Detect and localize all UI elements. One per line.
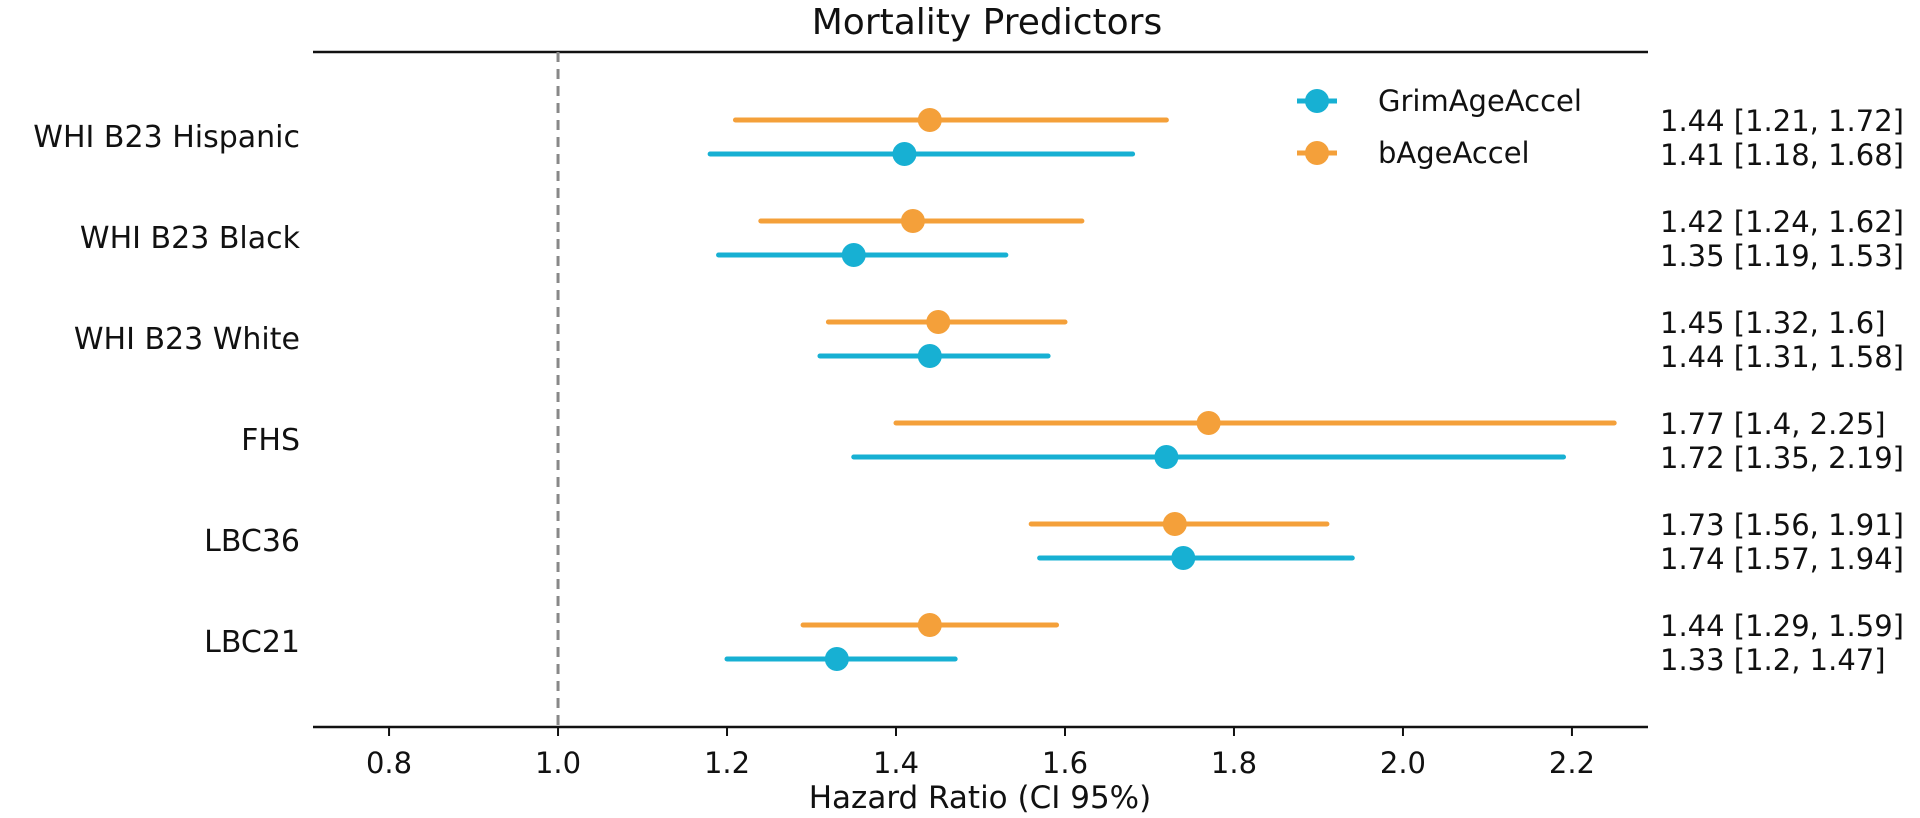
hr-point (892, 142, 917, 166)
hr-annotation: 1.45 [1.32, 1.6] (1660, 306, 1886, 340)
legend-marker (1305, 89, 1329, 113)
hr-annotation: 1.74 [1.57, 1.94] (1660, 542, 1904, 576)
hr-annotation: 1.77 [1.4, 2.25] (1660, 407, 1886, 441)
category-label: FHS (241, 423, 300, 458)
category-label: WHI B23 Black (80, 221, 301, 256)
category-label: LBC36 (204, 524, 300, 559)
hr-point (1171, 546, 1196, 570)
x-tick-label: 0.8 (366, 746, 412, 780)
category-label: LBC21 (204, 625, 300, 660)
hr-annotation: 1.44 [1.21, 1.72] (1660, 104, 1904, 138)
hr-annotation: 1.72 [1.35, 2.19] (1660, 441, 1904, 475)
hr-annotation: 1.33 [1.2, 1.47] (1660, 643, 1886, 677)
hr-annotation: 1.35 [1.19, 1.53] (1660, 239, 1904, 273)
hr-point (1162, 512, 1187, 536)
x-tick-label: 1.8 (1211, 746, 1257, 780)
hr-point (1196, 411, 1221, 435)
category-label: WHI B23 Hispanic (33, 120, 300, 155)
category-label: WHI B23 White (74, 322, 300, 357)
hr-point (900, 209, 925, 233)
x-tick-label: 1.2 (704, 746, 750, 780)
x-tick-label: 2.0 (1380, 746, 1426, 780)
hr-point (841, 243, 866, 267)
hr-point (917, 108, 942, 132)
legend-label: bAgeAccel (1378, 136, 1530, 170)
x-tick-label: 1.4 (873, 746, 919, 780)
hr-annotation: 1.44 [1.29, 1.59] (1660, 609, 1904, 643)
hr-annotation: 1.73 [1.56, 1.91] (1660, 508, 1904, 542)
hr-point (1154, 445, 1179, 469)
legend-marker (1305, 141, 1329, 165)
x-tick-label: 1.0 (535, 746, 581, 780)
x-tick-label: 2.2 (1549, 746, 1595, 780)
chart-title: Mortality Predictors (812, 2, 1163, 43)
hr-point (917, 344, 942, 368)
hr-point (917, 613, 942, 637)
plot-area: 0.8 1.0 1.2 1.4 1.6 1.8 2.0 2.2 WHI B23 Hispanic… (33, 52, 1904, 780)
hr-annotation: 1.42 [1.24, 1.62] (1660, 205, 1904, 239)
hr-point (824, 647, 849, 671)
hr-point (926, 310, 951, 334)
legend-label: GrimAgeAccel (1378, 84, 1582, 118)
x-tick-label: 1.6 (1042, 746, 1088, 780)
x-axis-label: Hazard Ratio (CI 95%) (809, 780, 1151, 816)
hr-annotation: 1.41 [1.18, 1.68] (1660, 138, 1904, 172)
hr-annotation: 1.44 [1.31, 1.58] (1660, 340, 1904, 374)
